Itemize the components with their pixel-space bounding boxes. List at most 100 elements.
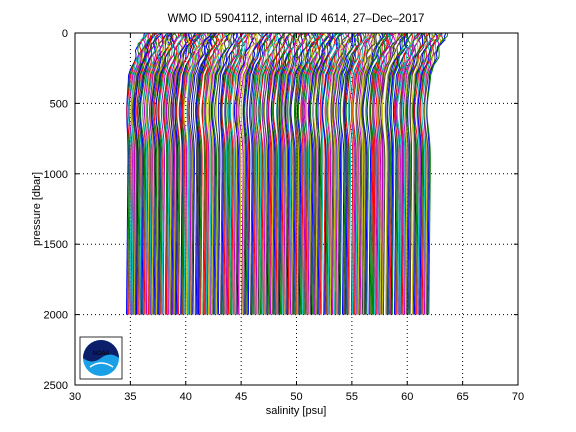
salinity-profile-line	[243, 33, 263, 315]
noaa-logo: NOAA	[79, 336, 123, 380]
salinity-profile-line	[380, 33, 403, 315]
salinity-profile-line	[150, 33, 173, 315]
salinity-profile-line	[158, 33, 182, 315]
salinity-profile-line	[400, 33, 421, 315]
salinity-profile-line	[164, 33, 187, 315]
salinity-profile-line	[204, 33, 226, 315]
salinity-profile-line	[356, 33, 376, 315]
salinity-profile-line	[137, 33, 157, 315]
salinity-profile-line	[417, 33, 437, 315]
salinity-profile-line	[246, 33, 269, 315]
salinity-profile-line	[421, 33, 443, 315]
salinity-profile-line	[228, 33, 250, 315]
salinity-profile-line	[348, 33, 370, 315]
salinity-profiles	[126, 33, 449, 315]
salinity-profile-line	[176, 33, 199, 315]
salinity-profile-line	[305, 33, 325, 315]
salinity-profile-line	[240, 33, 258, 315]
x-tick-label: 70	[512, 391, 524, 403]
salinity-profile-line	[294, 33, 315, 315]
y-tick-label: 0	[62, 28, 68, 40]
salinity-profile-line	[166, 33, 187, 315]
salinity-profile-line	[144, 33, 164, 315]
salinity-profile-line	[395, 33, 413, 315]
salinity-profile-line	[148, 33, 169, 315]
salinity-profile-line	[309, 33, 330, 315]
salinity-profile-line	[361, 33, 378, 315]
salinity-profile-line	[198, 33, 218, 315]
salinity-profile-line	[163, 33, 185, 315]
salinity-profile-line	[347, 33, 369, 315]
salinity-profile-line	[286, 33, 308, 315]
x-tick-label: 55	[346, 391, 358, 403]
salinity-profile-line	[175, 33, 197, 315]
salinity-profile-line	[217, 33, 235, 315]
salinity-profile-line	[284, 33, 303, 315]
salinity-profile-line	[389, 33, 408, 315]
salinity-profile-line	[254, 33, 275, 315]
salinity-profile-line	[281, 33, 306, 315]
salinity-profile-line	[310, 33, 332, 315]
salinity-profile-line	[207, 33, 228, 315]
salinity-profile-line	[344, 33, 367, 315]
x-tick-label: 45	[235, 391, 247, 403]
salinity-profile-line	[300, 33, 321, 315]
salinity-profile-line	[131, 33, 152, 315]
salinity-profile-line	[270, 33, 292, 315]
salinity-profile-line	[321, 33, 345, 315]
salinity-profile-line	[315, 33, 339, 315]
salinity-profile-line	[257, 33, 278, 315]
salinity-profile-line	[361, 33, 384, 315]
salinity-profile-line	[258, 33, 279, 315]
salinity-profile-line	[377, 33, 398, 315]
salinity-profile-line	[330, 33, 351, 315]
salinity-profile-line	[126, 33, 147, 315]
y-axis-label: pressure [dbar]	[31, 172, 43, 246]
y-tick-labels: 0 500 1000 1500 2000 2500	[44, 28, 68, 392]
y-tick-label: 2000	[44, 310, 68, 322]
salinity-profile-line	[208, 33, 231, 315]
salinity-profile-line	[295, 33, 316, 315]
salinity-profile-line	[252, 33, 272, 315]
salinity-profile-line	[296, 33, 317, 315]
salinity-profile-line	[224, 33, 244, 315]
salinity-profile-line	[249, 33, 269, 315]
salinity-profile-line	[324, 33, 347, 315]
salinity-profile-line	[157, 33, 178, 315]
salinity-profile-line	[335, 33, 355, 315]
salinity-profile-line	[333, 33, 356, 315]
salinity-profile-line	[172, 33, 193, 315]
salinity-profile-line	[188, 33, 211, 315]
salinity-profile-line	[252, 33, 272, 315]
salinity-profile-line	[155, 33, 175, 315]
salinity-profile-line	[406, 33, 427, 315]
salinity-profile-line	[170, 33, 191, 315]
salinity-profile-line	[229, 33, 252, 315]
salinity-profile-line	[272, 33, 291, 315]
chart-title: WMO ID 5904112, internal ID 4614, 27–Dec…	[168, 13, 425, 25]
salinity-profile-line	[413, 33, 432, 315]
salinity-profile-line	[137, 33, 162, 315]
salinity-profile-line	[409, 33, 428, 315]
salinity-profile-line	[350, 33, 373, 315]
salinity-profile-line	[266, 33, 286, 315]
salinity-profile-line	[423, 33, 444, 315]
salinity-profile-line	[219, 33, 236, 315]
salinity-profile-line	[126, 33, 145, 315]
x-tick-labels: 30 35 40 45 50 55 60 65 70	[69, 391, 524, 403]
salinity-profile-line	[183, 33, 205, 315]
salinity-profile-line	[289, 33, 310, 315]
salinity-profile-line	[370, 33, 391, 315]
salinity-profile-line	[220, 33, 238, 315]
salinity-profile-line	[195, 33, 218, 315]
salinity-profile-line	[160, 33, 183, 315]
salinity-profile-line	[339, 33, 357, 315]
salinity-profile-line	[389, 33, 406, 315]
salinity-profile-line	[214, 33, 233, 315]
salinity-profile-line	[373, 33, 394, 315]
salinity-profile-line	[276, 33, 295, 315]
salinity-profile-line	[195, 33, 217, 315]
salinity-profile-line	[190, 33, 213, 315]
salinity-profile-line	[333, 33, 354, 315]
